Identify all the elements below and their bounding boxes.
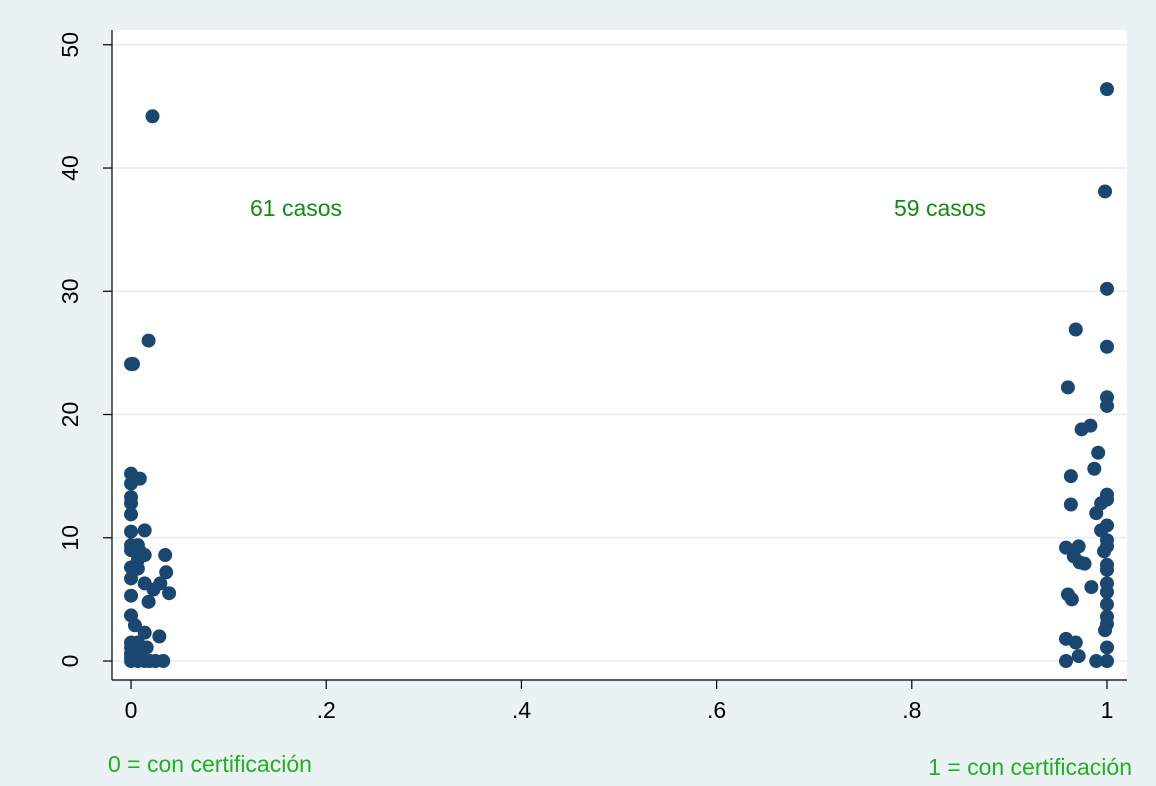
point [1099,339,1114,354]
point [162,586,177,601]
point [159,565,174,580]
point [124,524,139,539]
point [130,561,145,576]
point [137,523,152,538]
point [141,333,156,348]
note: 1 = con certificación [928,754,1132,780]
point [156,654,171,669]
point [1068,322,1083,337]
point [1099,562,1114,577]
y-tick-label: 40 [57,155,83,181]
x-tick-label: .8 [902,697,921,723]
point [124,588,139,603]
x-tick-label: 0 [125,697,138,723]
x-tick-label: .4 [512,697,531,723]
point [1099,597,1114,612]
point [124,571,139,586]
plot-area [112,30,1127,680]
point [1064,592,1079,607]
point [1071,649,1086,664]
point [1089,506,1104,521]
point [1099,492,1114,507]
point [1099,585,1114,600]
point [124,476,139,491]
point [1060,380,1075,395]
point [146,582,161,597]
point [1099,654,1114,669]
point [124,507,139,522]
point [1059,654,1074,669]
point [127,618,142,633]
y-tick-label: 10 [57,525,83,551]
point [1068,635,1083,650]
x-tick-label: .6 [707,697,726,723]
y-tick-label: 30 [57,278,83,304]
point [1097,544,1112,559]
point [141,594,156,609]
annotation: 61 casos [250,195,342,221]
point [1099,398,1114,413]
note: 0 = con certificación [108,751,312,777]
point [1087,461,1102,476]
point [124,496,139,511]
annotation: 59 casos [894,195,986,221]
point [137,625,152,640]
point [152,629,167,644]
y-tick-label: 0 [57,655,83,668]
point [125,356,140,371]
point [1099,82,1114,97]
point [1063,497,1078,512]
point [1098,184,1113,199]
point [1091,445,1106,460]
point [1098,623,1113,638]
point [1099,281,1114,296]
point [1077,556,1092,571]
point [1074,422,1089,437]
y-tick-label: 20 [57,402,83,428]
point [1084,580,1099,595]
point [158,548,173,563]
x-tick-label: 1 [1101,697,1114,723]
x-tick-label: .2 [317,697,336,723]
point [1099,640,1114,655]
point [145,109,160,124]
y-tick-label: 50 [57,32,83,58]
point [1089,654,1104,669]
point [1063,469,1078,484]
